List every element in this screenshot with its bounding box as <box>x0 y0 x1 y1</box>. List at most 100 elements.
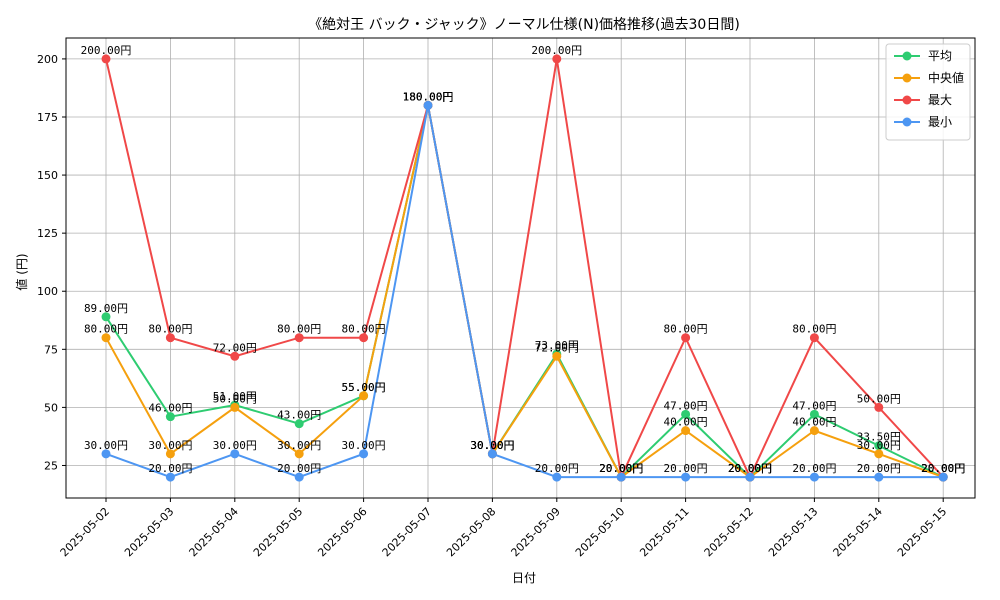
plot-frame <box>65 37 976 499</box>
data-point <box>359 449 369 459</box>
y-tick-label: 75 <box>44 343 58 356</box>
data-label: 80.00円 <box>664 323 708 336</box>
data-label: 89.00円 <box>84 302 128 315</box>
data-label: 80.00円 <box>277 323 321 336</box>
data-label: 46.00円 <box>148 402 192 415</box>
data-label: 30.00円 <box>342 439 386 452</box>
x-tick-label: 2025-05-08 <box>444 505 498 559</box>
data-point <box>874 441 884 451</box>
data-label: 20.00円 <box>728 462 772 475</box>
y-tick-label: 50 <box>44 401 58 414</box>
data-point <box>101 312 111 322</box>
data-label: 180.00円 <box>403 90 454 103</box>
data-label: 73.00円 <box>535 339 579 352</box>
legend-label: 最小 <box>928 115 952 129</box>
data-label: 40.00円 <box>792 416 836 429</box>
x-axis-label: 日付 <box>512 571 536 585</box>
data-labels: 89.00円 46.00円 51.00円 43.00円 55.00円 180.00円 30.… <box>81 44 966 475</box>
y-tick-label: 100 <box>37 285 58 298</box>
chart-title: 《絶対王 バック・ジャック》ノーマル仕様(N)価格推移(過去30日間) <box>308 17 740 33</box>
data-point <box>552 351 562 361</box>
data-point <box>681 409 691 419</box>
data-label: 20.00円 <box>921 462 965 475</box>
data-point <box>101 333 111 343</box>
data-label: 30.00円 <box>470 439 514 452</box>
data-label: 51.00円 <box>213 390 257 403</box>
data-label: 40.00円 <box>664 416 708 429</box>
data-point <box>101 449 111 459</box>
data-point <box>165 333 175 343</box>
x-tick-label: 2025-05-06 <box>315 505 369 559</box>
legend-box <box>885 43 971 141</box>
x-tick-label: 2025-05-13 <box>766 505 820 559</box>
data-label: 33.50円 <box>857 431 901 444</box>
x-tick-label: 2025-05-04 <box>187 505 241 559</box>
data-label: 20.00円 <box>599 462 643 475</box>
data-point <box>230 351 240 361</box>
data-label: 20.00円 <box>535 462 579 475</box>
data-point <box>681 426 691 436</box>
data-point <box>359 333 369 343</box>
legend-label: 平均 <box>928 49 952 63</box>
series-3 <box>101 100 948 482</box>
y-axis-label: 値 (円) <box>14 253 29 290</box>
data-label: 20.00円 <box>277 462 321 475</box>
data-label: 55.00円 <box>342 381 386 394</box>
x-tick-label: 2025-05-14 <box>831 505 885 559</box>
data-label: 180.00円 <box>403 90 454 103</box>
grid <box>66 38 975 498</box>
data-label: 30.00円 <box>84 439 128 452</box>
data-label: 20.00円 <box>728 462 772 475</box>
data-point <box>101 54 111 64</box>
data-point <box>165 472 175 482</box>
data-label: 72.00円 <box>535 341 579 354</box>
data-label: 20.00円 <box>728 462 772 475</box>
y-tick-label: 125 <box>37 227 58 240</box>
x-tick-label: 2025-05-03 <box>122 505 176 559</box>
x-tick-label: 2025-05-07 <box>380 505 434 559</box>
x-tick-label: 2025-05-12 <box>702 505 756 559</box>
data-point <box>938 472 948 482</box>
data-point <box>809 426 819 436</box>
data-point <box>681 333 691 343</box>
data-label: 20.00円 <box>599 462 643 475</box>
data-point <box>681 472 691 482</box>
x-tick-label: 2025-05-09 <box>509 505 563 559</box>
y-tick-label: 175 <box>37 111 58 124</box>
legend-swatch-marker <box>902 95 912 105</box>
series-layer <box>101 54 948 482</box>
data-point <box>230 449 240 459</box>
data-point <box>809 333 819 343</box>
data-point <box>487 449 497 459</box>
data-label: 20.00円 <box>857 462 901 475</box>
data-label: 20.00円 <box>664 462 708 475</box>
data-label: 20.00円 <box>599 462 643 475</box>
legend-label: 中央値 <box>928 70 964 85</box>
legend-swatch-marker <box>902 73 912 83</box>
data-point <box>552 54 562 64</box>
x-tick-label: 2025-05-10 <box>573 505 627 559</box>
data-label: 20.00円 <box>921 462 965 475</box>
data-point <box>809 472 819 482</box>
data-label: 47.00円 <box>792 399 836 412</box>
legend-swatch-marker <box>902 51 912 61</box>
data-point <box>359 391 369 401</box>
data-point <box>552 472 562 482</box>
data-label: 20.00円 <box>728 462 772 475</box>
series-line <box>105 105 944 479</box>
x-tick-label: 2025-05-11 <box>637 505 691 559</box>
data-label: 30.00円 <box>470 439 514 452</box>
data-point <box>874 472 884 482</box>
data-label: 20.00円 <box>599 462 643 475</box>
y-tick-label: 25 <box>44 459 58 472</box>
data-label: 20.00円 <box>148 462 192 475</box>
data-label: 20.00円 <box>921 462 965 475</box>
data-point <box>423 100 433 110</box>
legend-swatch-marker <box>902 117 912 127</box>
data-label: 30.00円 <box>277 439 321 452</box>
data-point <box>745 472 755 482</box>
data-point <box>165 412 175 422</box>
data-label: 72.00円 <box>213 341 257 354</box>
